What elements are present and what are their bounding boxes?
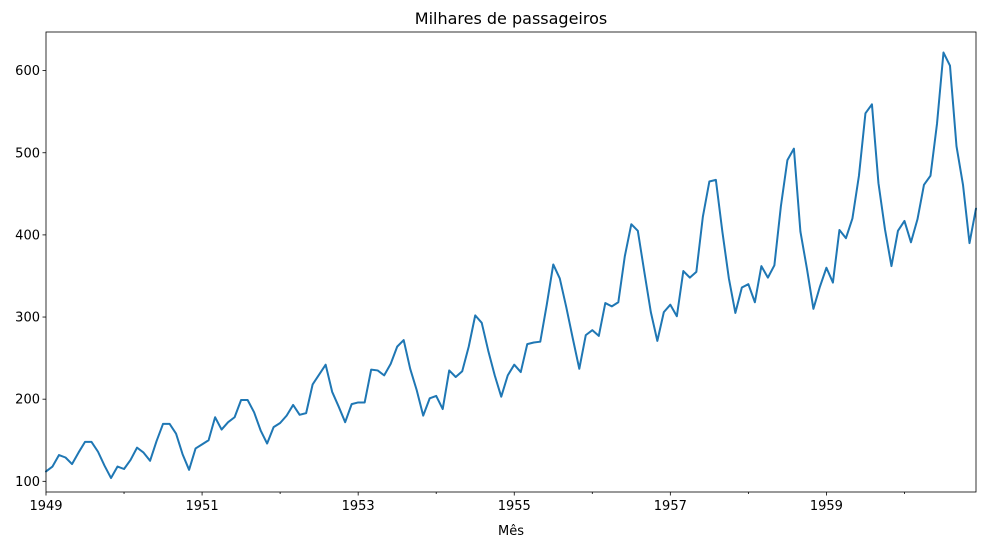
series-line	[45, 51, 977, 480]
y-tick-label: 100	[15, 475, 40, 490]
x-axis: 1949 1951 1953 1955 1957 1959	[29, 492, 905, 514]
y-tick-label: 300	[15, 311, 40, 326]
x-axis-label: Mês	[498, 524, 524, 539]
x-tick-label: 1949	[29, 499, 62, 514]
plot-frame	[45, 31, 977, 493]
x-tick-label: 1951	[186, 499, 219, 514]
x-tick-label: 1953	[342, 499, 375, 514]
x-tick-label: 1957	[654, 499, 687, 514]
y-tick-label: 600	[15, 64, 40, 79]
y-axis: 100 200 300 400 500 600	[15, 64, 46, 490]
x-tick-label: 1955	[498, 499, 531, 514]
plot-area	[45, 51, 977, 480]
y-tick-label: 500	[15, 146, 40, 161]
y-tick-label: 400	[15, 228, 40, 243]
y-tick-label: 200	[15, 393, 40, 408]
x-tick-label: 1959	[810, 499, 843, 514]
chart-title: Milhares de passageiros	[415, 9, 607, 28]
